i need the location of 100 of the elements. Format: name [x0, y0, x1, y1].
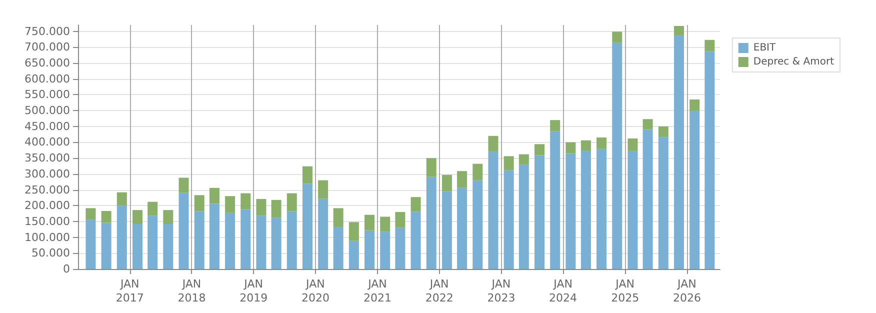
x-tick-label: JAN 2019: [240, 278, 268, 304]
bar: [286, 193, 297, 212]
bar: [518, 154, 529, 164]
bar: [426, 176, 436, 269]
bar: [194, 195, 204, 212]
bar: [348, 240, 359, 269]
bar: [194, 211, 204, 269]
bar: [488, 151, 498, 269]
bar: [86, 208, 96, 220]
y-tick-label: 250.000: [24, 183, 70, 196]
bar: [442, 174, 452, 192]
y-tick-label: 650.000: [24, 56, 70, 70]
bar: [504, 170, 514, 269]
x-tick-label: JAN 2021: [363, 278, 392, 304]
bar: [163, 210, 174, 224]
bar: [628, 138, 638, 150]
bar: [364, 214, 375, 230]
bar: [658, 136, 668, 269]
x-tick-label: JAN 2017: [116, 278, 144, 304]
x-tick-label: JAN 2024: [549, 278, 578, 304]
bar: [550, 131, 560, 269]
bar: [534, 155, 544, 269]
y-tick-label: 50.000: [32, 246, 70, 260]
y-tick-label: 100.000: [24, 230, 70, 244]
bar: [225, 212, 236, 269]
bar: [256, 216, 266, 269]
bar: [116, 206, 127, 269]
bar: [628, 150, 638, 269]
bar: [348, 222, 359, 241]
bar: [271, 200, 282, 218]
bar: [426, 158, 436, 177]
bar: [658, 126, 668, 137]
bar: [380, 216, 390, 232]
bar: [472, 180, 483, 269]
bar: [690, 110, 700, 269]
bar: [178, 178, 189, 193]
bar: [580, 140, 591, 150]
y-tick-label: 400.000: [24, 136, 70, 149]
y-tick-label: 350.000: [24, 152, 70, 165]
bar: [596, 137, 607, 149]
bar: [642, 119, 653, 130]
bar: [148, 216, 158, 269]
bar: [148, 202, 158, 216]
bar: [442, 191, 452, 269]
y-tick-label: 500.000: [24, 104, 70, 118]
bar: [240, 209, 251, 269]
bar: [256, 198, 266, 216]
bar: [209, 204, 220, 269]
bar: [457, 188, 468, 269]
bar: [612, 42, 622, 269]
bar: [225, 196, 236, 213]
bar: [704, 40, 715, 52]
x-tick-label: JAN 2026: [672, 278, 701, 304]
bar: [333, 226, 344, 269]
bar: [457, 171, 468, 188]
y-tick-label: 700.000: [24, 40, 70, 54]
bar: [488, 136, 498, 152]
y-tick-label: 750.000: [24, 24, 70, 38]
bar: [101, 211, 112, 223]
bar: [534, 144, 544, 156]
y-tick-label: 150.000: [24, 214, 70, 228]
bar: [132, 210, 142, 224]
bar: [518, 164, 529, 269]
y-tick-label: 300.000: [24, 167, 70, 180]
bar: [116, 192, 127, 206]
y-tick-label: 600.000: [24, 72, 70, 86]
bar: [612, 32, 622, 42]
bar: [395, 228, 406, 269]
bar: [209, 188, 220, 204]
bar: [178, 192, 189, 269]
bar: [333, 208, 344, 227]
bar: [101, 222, 112, 269]
bar: [472, 164, 483, 180]
bar: [380, 232, 390, 269]
bar: [395, 212, 406, 228]
y-tick-label: 0: [63, 262, 70, 276]
bar: [674, 35, 684, 269]
y-tick-label: 200.000: [24, 199, 70, 212]
x-tick-label: JAN 2018: [178, 278, 206, 304]
bar: [240, 193, 251, 210]
bar: [566, 142, 576, 154]
x-tick-label: JAN 2020: [301, 278, 330, 304]
x-tick-label: JAN 2022: [425, 278, 454, 304]
bar: [318, 180, 328, 199]
bar: [302, 166, 312, 184]
bar: [690, 99, 700, 111]
bar: [550, 120, 560, 132]
bar: [318, 198, 328, 269]
bar: [286, 211, 297, 269]
bar: [580, 150, 591, 269]
bar: [674, 26, 684, 36]
bar: [302, 184, 312, 269]
bar: [704, 51, 715, 269]
x-tick-label: JAN 2025: [611, 278, 640, 304]
y-tick-label: 550.000: [24, 88, 70, 102]
bar: [271, 218, 282, 269]
y-tick-label: 450.000: [24, 120, 70, 133]
bar: [410, 212, 421, 269]
legend-label: EBIT: [753, 42, 776, 54]
bar: [132, 224, 142, 269]
